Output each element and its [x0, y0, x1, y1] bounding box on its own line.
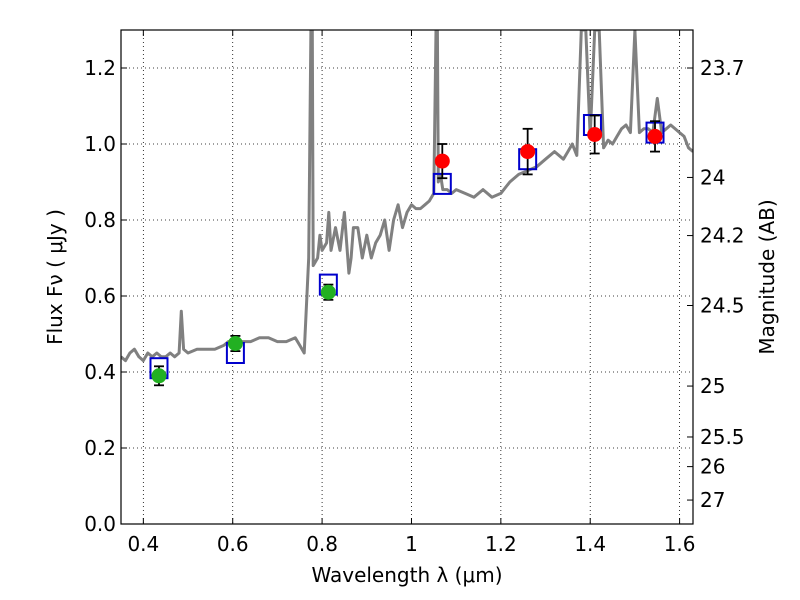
- grid-lines: [121, 30, 693, 525]
- x-tick-label: 1.4: [574, 532, 606, 556]
- spectrum-line: [121, 30, 693, 363]
- y-tick-label: 1.2: [84, 56, 116, 80]
- y2-tick-label: 27: [700, 488, 725, 512]
- y2-tick-label: 26: [700, 455, 725, 479]
- observed-point: [434, 153, 450, 169]
- y2-tick-label: 24: [700, 165, 725, 189]
- plot-area: [121, 30, 693, 387]
- y-tick-label: 0.4: [84, 360, 116, 384]
- x-tick-label: 1.6: [664, 532, 696, 556]
- series-layer: [121, 30, 693, 387]
- y-tick-label: 0.6: [84, 284, 116, 308]
- y-tick-label: 0.0: [84, 512, 116, 536]
- x-tick-label: 1.2: [485, 532, 517, 556]
- y-tick-label: 0.2: [84, 436, 116, 460]
- observed-point: [647, 128, 663, 144]
- y2-tick-label: 23.7: [700, 56, 745, 80]
- y2-tick-label: 25: [700, 374, 725, 398]
- x-tick-label: 0.8: [306, 532, 338, 556]
- y2-tick-label: 24.2: [700, 224, 745, 248]
- x-axis-title: Wavelength λ (μm): [311, 563, 502, 587]
- observed-point: [227, 336, 243, 351]
- y2-tick-label: 24.5: [700, 294, 745, 318]
- x-tick-label: 0.6: [217, 532, 249, 556]
- y-tick-label: 1.0: [84, 132, 116, 156]
- observed-point: [151, 368, 167, 384]
- observed-point: [587, 127, 603, 142]
- observed-point: [320, 284, 336, 300]
- y-axis-title: Flux Fν ( μJy ): [43, 209, 67, 345]
- y2-axis-title: Magnitude (AB): [755, 199, 779, 354]
- observed-point: [520, 144, 536, 160]
- y2-tick-label: 25.5: [700, 425, 745, 449]
- x-tick-label: 1: [405, 532, 418, 556]
- x-tick-label: 0.4: [127, 532, 159, 556]
- tick-marks: 0.4 0.6 0.8 1 1.2 1.4 1.6 0.0 0.2 0.4 0.6 0.8 1.0 1.2…: [84, 30, 745, 556]
- plot-frame: [120, 29, 694, 525]
- y-tick-label: 0.8: [84, 208, 116, 232]
